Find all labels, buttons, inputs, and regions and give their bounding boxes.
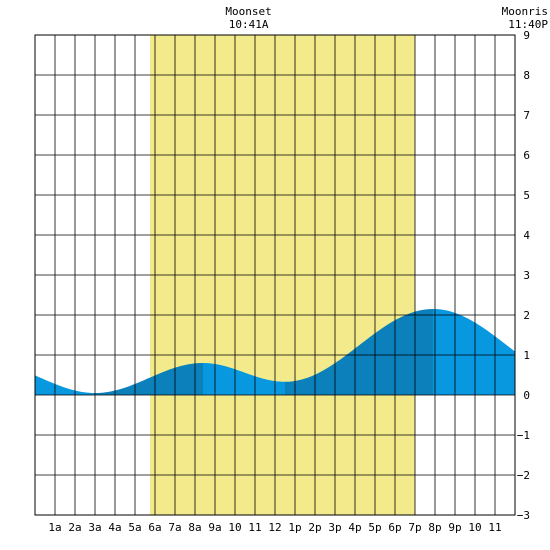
y-tick-label: 4 bbox=[523, 229, 530, 242]
moon-event-time: 11:40P bbox=[508, 18, 548, 31]
tide-segment bbox=[285, 309, 433, 395]
grid bbox=[35, 35, 515, 515]
x-tick-label: 9a bbox=[208, 521, 221, 534]
y-tick-label: 1 bbox=[523, 349, 530, 362]
x-tick-label: 7p bbox=[408, 521, 421, 534]
x-tick-label: 3a bbox=[88, 521, 101, 534]
x-tick-label: 6a bbox=[148, 521, 161, 534]
y-tick-label: 2 bbox=[523, 309, 530, 322]
tide-segment bbox=[203, 363, 285, 395]
x-axis-tick-labels: 1a 2a 3a 4a 5a 6a 7a 8a 9a 10 11 12 1p 2p 3p 4p 5p 6p 7p 8p… bbox=[48, 521, 501, 534]
tide-segment bbox=[35, 375, 95, 395]
y-tick-label: −2 bbox=[517, 469, 530, 482]
tide-area bbox=[35, 309, 515, 395]
y-tick-label: −3 bbox=[517, 509, 530, 522]
y-tick-label: 8 bbox=[523, 69, 530, 82]
x-tick-label: 5a bbox=[128, 521, 141, 534]
moon-event-time: 10:41A bbox=[229, 18, 269, 31]
x-tick-label: 11 bbox=[488, 521, 501, 534]
y-tick-label: −1 bbox=[517, 429, 530, 442]
moon-event-label: Moonris bbox=[502, 5, 548, 18]
x-tick-label: 1a bbox=[48, 521, 61, 534]
y-tick-label: 0 bbox=[523, 389, 530, 402]
x-tick-label: 4a bbox=[108, 521, 121, 534]
tide-segment bbox=[95, 363, 203, 395]
x-tick-label: 1p bbox=[288, 521, 301, 534]
x-tick-label: 8a bbox=[188, 521, 201, 534]
plot-border bbox=[34, 34, 516, 516]
x-tick-label: 10 bbox=[228, 521, 241, 534]
y-axis-tick-labels: 9 8 7 6 5 4 3 2 1 0 −1 −2 −3 bbox=[517, 29, 531, 522]
x-tick-label: 12 bbox=[268, 521, 281, 534]
y-tick-label: 7 bbox=[523, 109, 530, 122]
y-tick-label: 5 bbox=[523, 189, 530, 202]
x-tick-label: 9p bbox=[448, 521, 461, 534]
x-tick-label: 10 bbox=[468, 521, 481, 534]
x-tick-label: 8p bbox=[428, 521, 441, 534]
x-tick-label: 3p bbox=[328, 521, 341, 534]
x-tick-label: 5p bbox=[368, 521, 381, 534]
moon-event-label: Moonset bbox=[225, 5, 271, 18]
x-tick-label: 6p bbox=[388, 521, 401, 534]
x-tick-label: 7a bbox=[168, 521, 181, 534]
x-tick-label: 11 bbox=[248, 521, 261, 534]
y-tick-label: 9 bbox=[523, 29, 530, 42]
y-tick-label: 6 bbox=[523, 149, 530, 162]
x-tick-label: 4p bbox=[348, 521, 361, 534]
x-tick-label: 2p bbox=[308, 521, 321, 534]
y-tick-label: 3 bbox=[523, 269, 530, 282]
x-tick-label: 2a bbox=[68, 521, 81, 534]
tide-segment bbox=[433, 309, 515, 395]
